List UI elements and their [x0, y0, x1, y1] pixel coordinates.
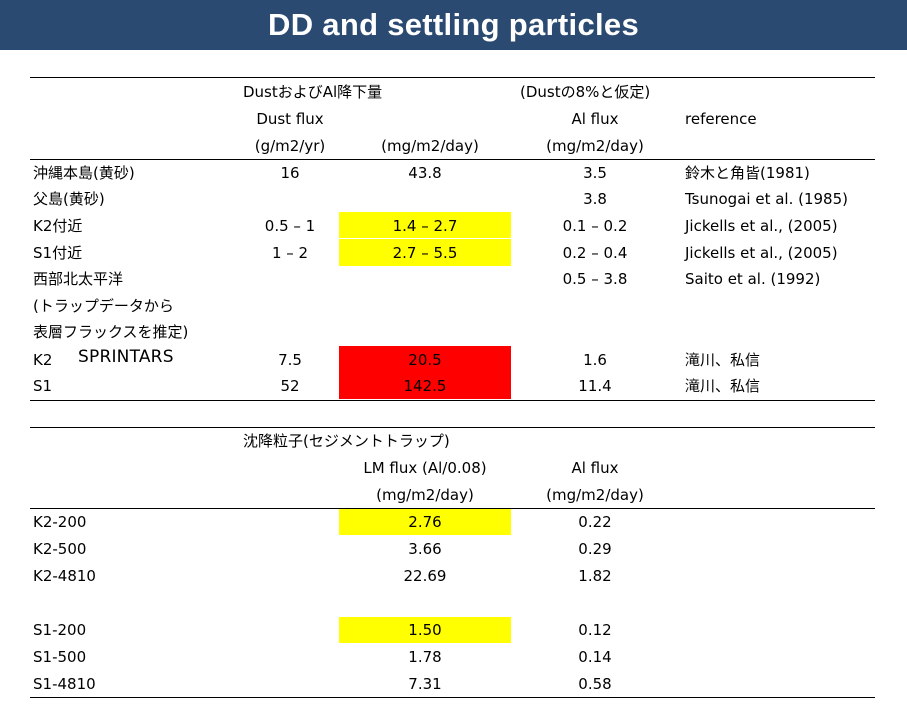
site-cell: (トラップデータから — [33, 297, 174, 315]
site-cell: S1 — [33, 377, 53, 395]
trap-al-flux-header: Al flux — [571, 459, 619, 477]
site-cell: 表層フラックスを推定) — [33, 323, 189, 341]
site-cell: S1-4810 — [33, 675, 96, 693]
al-cell: 0.2 – 0.4 — [562, 244, 628, 262]
highlight-k2-200 — [339, 509, 511, 535]
header-rule — [30, 159, 875, 160]
site-cell: K2付近 — [33, 217, 83, 235]
ref-cell: Saito et al. (1992) — [685, 270, 821, 288]
al-cell: 0.1 – 0.2 — [562, 217, 628, 235]
reference-header: reference — [685, 110, 757, 128]
trap-group-header: 沈降粒子(セジメントトラップ) — [243, 432, 450, 450]
unit-al-mg-day: (mg/m2/day) — [546, 137, 644, 155]
site-cell: 西部北太平洋 — [33, 270, 124, 288]
ref-cell: 鈴木と角皆(1981) — [685, 164, 810, 182]
al-cell: 1.6 — [583, 351, 607, 369]
lm-cell: 7.31 — [408, 675, 442, 693]
table-top-rule — [30, 77, 875, 78]
mg-cell: 43.8 — [408, 164, 442, 182]
trap-unit-al: (mg/m2/day) — [546, 486, 644, 504]
al-cell: 0.5 – 3.8 — [562, 270, 628, 288]
al-cell: 3.8 — [583, 190, 607, 208]
site-cell: S1付近 — [33, 244, 83, 262]
lm-flux-header: LM flux (Al/0.08) — [363, 459, 487, 477]
lm-cell: 22.69 — [403, 567, 447, 585]
al-cell: 0.12 — [578, 621, 612, 639]
site-cell: K2 — [33, 351, 53, 369]
mg-cell: 2.7 – 5.5 — [392, 244, 458, 262]
highlight-k2-sprintars — [339, 346, 511, 373]
al-cell: 0.22 — [578, 513, 612, 531]
ref-cell: Jickells et al., (2005) — [685, 217, 838, 235]
dust-flux-header: Dust flux — [256, 110, 324, 128]
al-cell: 3.5 — [583, 164, 607, 182]
lm-cell: 2.76 — [408, 513, 442, 531]
dust-assumption-header: (Dustの8%と仮定) — [520, 83, 651, 101]
dust-cell: 16 — [280, 164, 300, 182]
al-flux-header: Al flux — [571, 110, 619, 128]
mg-cell: 142.5 — [403, 377, 447, 395]
unit-mg-day: (mg/m2/day) — [381, 137, 479, 155]
dust-cell: 0.5 – 1 — [264, 217, 316, 235]
highlight-s1-mg — [339, 239, 511, 266]
ref-cell: 滝川、私信 — [685, 351, 761, 369]
page-title: DD and settling particles — [268, 7, 639, 42]
site-cell: 父島(黄砂) — [33, 190, 105, 208]
lm-cell: 3.66 — [408, 540, 442, 558]
trap-header-rule — [30, 508, 875, 509]
site-cell: S1-500 — [33, 648, 87, 666]
mg-cell: 1.4 – 2.7 — [392, 217, 458, 235]
mg-cell: 20.5 — [408, 351, 442, 369]
highlight-k2-mg — [339, 212, 511, 238]
ref-cell: Jickells et al., (2005) — [685, 244, 838, 262]
trap-unit-lm: (mg/m2/day) — [376, 486, 474, 504]
trap-table-bottom-rule — [30, 697, 875, 698]
lm-cell: 1.50 — [408, 621, 442, 639]
site-cell: K2-4810 — [33, 567, 96, 585]
trap-table-top-rule — [30, 427, 875, 428]
sprintars-annotation: SPRINTARS — [78, 347, 174, 367]
dust-cell: 7.5 — [278, 351, 302, 369]
dust-cell: 52 — [280, 377, 300, 395]
al-cell: 0.58 — [578, 675, 612, 693]
site-cell: S1-200 — [33, 621, 87, 639]
ref-cell: 滝川、私信 — [685, 377, 761, 395]
highlight-s1-sprintars — [339, 373, 511, 399]
site-cell: 沖縄本島(黄砂) — [33, 164, 135, 182]
title-bar: DD and settling particles — [0, 0, 907, 50]
highlight-s1-200 — [339, 617, 511, 643]
al-cell: 0.29 — [578, 540, 612, 558]
al-cell: 11.4 — [578, 377, 612, 395]
unit-g-yr: (g/m2/yr) — [254, 137, 326, 155]
site-cell: K2-200 — [33, 513, 87, 531]
table-bottom-rule — [30, 400, 875, 401]
al-cell: 0.14 — [578, 648, 612, 666]
site-cell: K2-500 — [33, 540, 87, 558]
dust-group-header: DustおよびAl降下量 — [243, 83, 383, 101]
al-cell: 1.82 — [578, 567, 612, 585]
ref-cell: Tsunogai et al. (1985) — [685, 190, 848, 208]
lm-cell: 1.78 — [408, 648, 442, 666]
dust-cell: 1 – 2 — [271, 244, 309, 262]
